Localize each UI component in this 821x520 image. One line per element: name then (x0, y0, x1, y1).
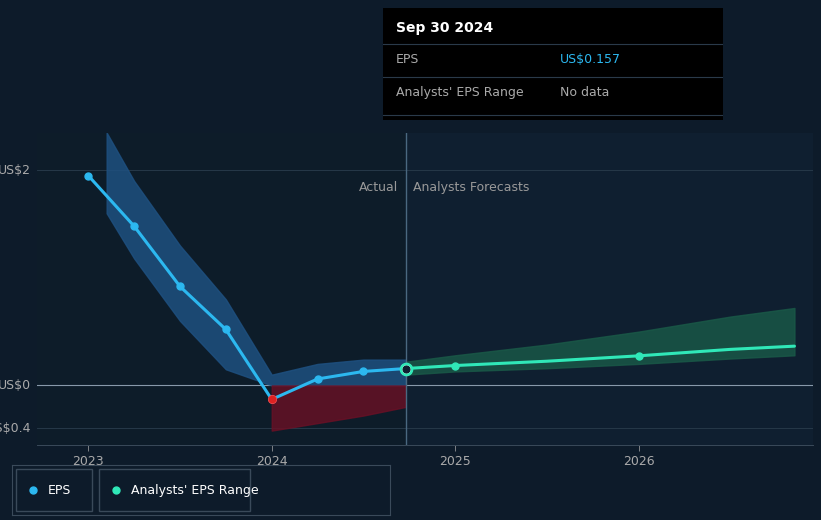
Text: -US$0.4: -US$0.4 (0, 422, 31, 435)
Text: US$0: US$0 (0, 379, 31, 392)
Text: Actual: Actual (359, 181, 398, 194)
Text: Analysts' EPS Range: Analysts' EPS Range (131, 484, 259, 497)
Text: US$2: US$2 (0, 164, 31, 177)
FancyBboxPatch shape (16, 470, 92, 511)
Text: EPS: EPS (48, 484, 71, 497)
Text: No data: No data (560, 86, 609, 99)
FancyBboxPatch shape (99, 470, 250, 511)
Text: Analysts Forecasts: Analysts Forecasts (413, 181, 530, 194)
Text: Analysts' EPS Range: Analysts' EPS Range (397, 86, 524, 99)
Bar (37, 133, 406, 445)
Text: EPS: EPS (397, 53, 420, 66)
Text: Sep 30 2024: Sep 30 2024 (397, 21, 493, 35)
Text: US$0.157: US$0.157 (560, 53, 621, 66)
